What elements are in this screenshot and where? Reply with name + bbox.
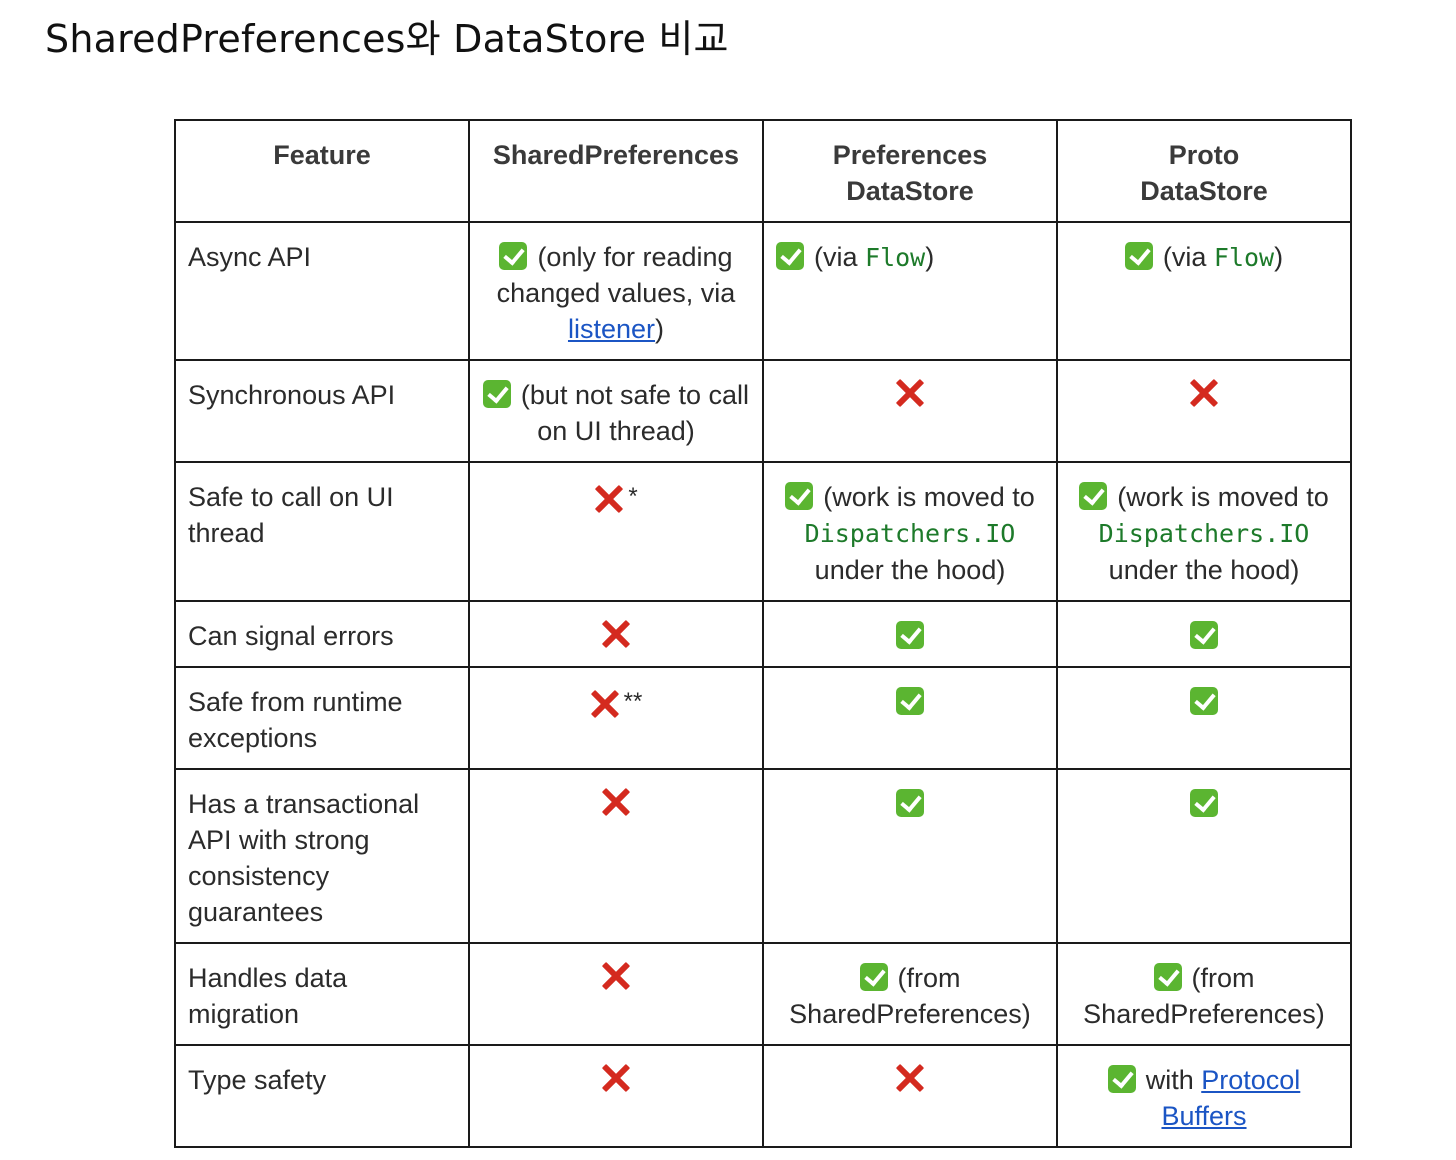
cell-prefs-ui-thread: (work is moved to Dispatchers.IO under t… — [762, 461, 1058, 602]
cell-text: (work is moved to — [1117, 482, 1329, 512]
cell-shared-ui-thread: * — [468, 461, 764, 602]
table-row: Safe from runtime exceptions ** — [174, 666, 1352, 770]
cell-shared-sync: (but not safe to call on UI thread) — [468, 359, 764, 463]
cross-mark-icon — [1189, 378, 1219, 408]
check-mark-icon — [1190, 621, 1218, 649]
row-feature-migration: Handles data migration — [174, 942, 470, 1046]
check-mark-icon — [1124, 242, 1153, 270]
cross-mark-icon — [601, 787, 631, 817]
check-mark-icon — [896, 789, 924, 817]
cell-proto-sync — [1056, 359, 1352, 463]
cell-prefs-async: (via Flow) — [762, 221, 1058, 361]
row-feature-async-api: Async API — [174, 221, 470, 361]
cell-proto-migration: (from SharedPreferences) — [1056, 942, 1352, 1046]
dispatchers-io-code: Dispatchers.IO — [1098, 519, 1310, 548]
check-mark-icon — [896, 621, 924, 649]
check-mark-icon — [1190, 789, 1218, 817]
cell-text: ) — [1274, 242, 1284, 272]
cross-mark-icon — [601, 619, 631, 649]
row-feature-ui-thread: Safe to call on UI thread — [174, 461, 470, 602]
protocol-buffers-link[interactable]: Protocol Buffers — [1161, 1065, 1301, 1131]
table-row: Can signal errors — [174, 600, 1352, 668]
cell-text: (via — [814, 242, 866, 272]
cell-prefs-sync — [762, 359, 1058, 463]
check-mark-icon — [1190, 687, 1218, 715]
flow-code: Flow — [1213, 243, 1275, 272]
cell-proto-transactional — [1056, 768, 1352, 944]
cell-prefs-signal-errors — [762, 600, 1058, 668]
listener-link[interactable]: listener — [567, 314, 656, 344]
cell-text: (from SharedPreferences) — [1083, 963, 1325, 1029]
footnote-marker: ** — [623, 688, 643, 715]
cell-proto-ui-thread: (work is moved to Dispatchers.IO under t… — [1056, 461, 1352, 602]
header-preferences-line2: DataStore — [846, 176, 974, 206]
flow-code: Flow — [865, 243, 926, 272]
check-mark-icon — [482, 380, 511, 408]
cell-shared-type-safety — [468, 1044, 764, 1148]
cell-shared-transactional — [468, 768, 764, 944]
row-feature-sync-api: Synchronous API — [174, 359, 470, 463]
header-preferences-line1: Preferences — [832, 140, 988, 170]
dispatchers-io-code: Dispatchers.IO — [804, 519, 1016, 548]
row-feature-type-safety: Type safety — [174, 1044, 470, 1148]
cell-text: ) — [655, 314, 665, 344]
cell-proto-type-safety: with Protocol Buffers — [1056, 1044, 1352, 1148]
cell-shared-runtime-exceptions: ** — [468, 666, 764, 770]
cell-proto-runtime-exceptions — [1056, 666, 1352, 770]
cross-mark-icon — [601, 1063, 631, 1093]
check-mark-icon — [896, 687, 924, 715]
table-row: Type safety with Protocol Buffers — [174, 1044, 1352, 1148]
cross-mark-icon — [895, 1063, 925, 1093]
check-mark-icon — [1107, 1065, 1136, 1093]
cross-mark-icon — [601, 961, 631, 991]
cell-shared-async: (only for reading changed values, via li… — [468, 221, 764, 361]
header-proto-datastore: Proto DataStore — [1056, 119, 1352, 223]
cross-mark-icon — [895, 378, 925, 408]
cell-text: (via — [1162, 242, 1214, 272]
cell-shared-migration — [468, 942, 764, 1046]
check-mark-icon — [1153, 963, 1182, 991]
cell-text: ) — [925, 242, 935, 272]
header-shared-preferences: SharedPreferences — [468, 119, 764, 223]
check-mark-icon — [1079, 482, 1108, 510]
cell-prefs-runtime-exceptions — [762, 666, 1058, 770]
cell-text: (from SharedPreferences) — [789, 963, 1031, 1029]
comparison-table: Feature SharedPreferences Preferences Da… — [174, 119, 1352, 1148]
row-feature-transactional: Has a transactional API with strong cons… — [174, 768, 470, 944]
cell-text: with — [1145, 1065, 1202, 1095]
check-mark-icon — [785, 482, 814, 510]
cell-shared-signal-errors — [468, 600, 764, 668]
table-row: Safe to call on UI thread * (work is mov… — [174, 461, 1352, 602]
page-title: SharedPreferences와 DataStore 비교 — [45, 17, 729, 61]
cell-proto-signal-errors — [1056, 600, 1352, 668]
table-row: Has a transactional API with strong cons… — [174, 768, 1352, 944]
check-mark-icon — [776, 242, 804, 270]
check-mark-icon — [859, 963, 888, 991]
cell-text: under the hood) — [1108, 555, 1300, 585]
table-row: Synchronous API (but not safe to call on… — [174, 359, 1352, 463]
cell-prefs-migration: (from SharedPreferences) — [762, 942, 1058, 1046]
cell-text: (only for reading changed values, via — [496, 242, 736, 308]
cell-prefs-type-safety — [762, 1044, 1058, 1148]
header-feature: Feature — [174, 119, 470, 223]
cross-mark-icon — [594, 484, 624, 514]
check-mark-icon — [499, 242, 528, 270]
table-header-row: Feature SharedPreferences Preferences Da… — [174, 119, 1352, 223]
header-proto-line2: DataStore — [1140, 176, 1268, 206]
header-preferences-datastore: Preferences DataStore — [762, 119, 1058, 223]
table-row: Async API (only for reading changed valu… — [174, 221, 1352, 361]
table-row: Handles data migration (from SharedPrefe… — [174, 942, 1352, 1046]
cross-mark-icon — [590, 689, 620, 719]
footnote-marker: * — [628, 483, 638, 510]
cell-text: (but not safe to call on UI thread) — [520, 380, 750, 446]
header-proto-line1: Proto — [1168, 140, 1240, 170]
cell-text: under the hood) — [814, 555, 1006, 585]
cell-prefs-transactional — [762, 768, 1058, 944]
cell-text: (work is moved to — [823, 482, 1035, 512]
cell-proto-async: (via Flow) — [1056, 221, 1352, 361]
row-feature-signal-errors: Can signal errors — [174, 600, 470, 668]
row-feature-runtime-exceptions: Safe from runtime exceptions — [174, 666, 470, 770]
